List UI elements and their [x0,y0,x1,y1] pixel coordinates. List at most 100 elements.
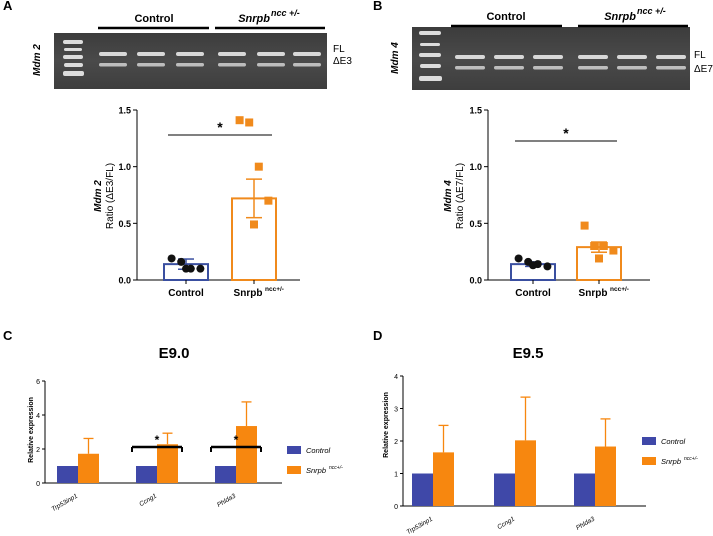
x-tick-label: Control [515,288,551,299]
y-tick-label: 0.5 [469,219,482,229]
legend-label: Control [306,446,331,455]
chart-a: Mdm 2 Ratio (ΔE3/FL) 0.0 0.5 1.0 1.5 Control… [93,106,300,299]
ladder-b [419,31,442,81]
chart-b: Mdm 4 Ratio (ΔE7/FL) 0.0 0.5 1.0 1.5 Control… [443,106,650,299]
data-point [182,264,190,273]
chart-a-ylabel: Ratio (ΔE3/FL) [105,163,116,229]
significance-star: * [563,125,569,141]
bar-control-phlda3 [215,466,236,483]
bar-control-ccng1 [136,466,157,483]
gel-image-a [54,33,327,89]
x-tick-label: Phlda3 [216,492,237,508]
y-tick-label: 3 [394,407,398,414]
legend-label: Snrpb [306,466,326,475]
y-tick-label: 1 [394,472,398,479]
data-point [599,242,608,250]
legend-label-sup: ncc+/- [329,465,343,471]
bar-snrpb-ccng1 [157,444,178,483]
data-point [167,254,176,263]
legend-label: Snrpb [661,457,681,466]
data-point [235,116,244,125]
y-tick-label: 1.5 [469,106,482,116]
x-tick-label: Trp53inp1 [51,492,80,513]
gel-band-short [617,66,647,70]
data-point [254,162,263,171]
x-tick-label: Trp53inp1 [406,515,435,536]
gel-band-fl [137,52,165,56]
gel-band-fl [218,52,246,56]
chart-b-ylabel: Ratio (ΔE7/FL) [455,163,466,229]
data-point [514,254,523,263]
mutant-label-a: Snrpb [238,13,270,25]
legend-swatch [642,457,656,465]
bar-snrpb-phlda3 [236,426,257,483]
y-tick-label: 1.5 [118,106,131,116]
chart-d-title: E9.5 [513,345,544,362]
gel-band-fl [656,55,686,59]
bar-snrpb-trp53inp1 [433,452,454,506]
bar-control-trp53inp1 [57,466,78,483]
data-point [595,254,603,263]
data-point [580,221,589,230]
x-tick-label: Phlda3 [575,515,596,531]
x-tick-label: Snrpb [234,288,263,299]
legend-swatch [287,446,301,454]
gel-band-short [176,63,204,67]
data-point [177,257,186,266]
band-label-fl-a: FL [333,44,345,55]
gel-band-short [455,66,485,70]
y-tick-label: 1.0 [469,162,482,172]
x-tick-label: Snrpb [579,288,608,299]
x-tick-label: Ccng1 [138,492,158,508]
gel-band-short [99,63,127,67]
y-tick-label: 0 [394,504,398,511]
gel-band-short [293,63,321,67]
y-tick-label: 2 [394,439,398,446]
data-point [543,262,552,271]
x-tick-label: Control [168,288,204,299]
significance-star: * [217,119,223,135]
chart-d-ylabel: Relative expression [383,392,390,458]
legend-label-sup: ncc+/- [684,456,698,462]
mutant-label-b: Snrpb [604,11,636,23]
x-tick-label: Ccng1 [496,515,516,531]
gel-band-short [533,66,563,70]
control-label-b: Control [486,11,525,23]
gel-band-fl [293,52,321,56]
data-point [196,264,205,273]
gel-band-short [494,66,524,70]
y-tick-label: 4 [394,374,398,381]
data-point [250,220,258,229]
chart-c-ylabel: Relative expression [28,397,35,463]
chart-c: C E9.0 Relative expression 0 2 4 6 Trp53inp1… [3,328,343,513]
significance-star: * [234,433,239,447]
y-tick-label: 2 [36,447,40,454]
gel-band-fl [176,52,204,56]
data-point [264,196,273,205]
bar-control-trp53inp1 [412,473,433,506]
band-label-de7-b: ΔE7 [694,64,713,75]
data-point [245,118,254,127]
chart-a-ylabel-gene: Mdm 2 [93,180,104,212]
gel-band-short [137,63,165,67]
gel-band-fl [99,52,127,56]
gel-band-fl [494,55,524,59]
gel-band-short [656,66,686,70]
gel-band-short [218,63,246,67]
gel-band-fl [617,55,647,59]
significance-star: * [155,433,160,447]
data-point [609,246,618,255]
y-tick-label: 4 [36,413,40,420]
panel-b-letter: B [373,0,382,13]
legend-swatch [642,437,656,445]
chart-c-title: E9.0 [159,345,190,362]
data-point [590,242,599,250]
y-tick-label: 0.5 [118,219,131,229]
gel-band-fl [455,55,485,59]
chart-b-ylabel-gene: Mdm 4 [443,180,454,212]
y-tick-label: 1.0 [118,162,131,172]
chart-d: D E9.5 Relative expression 0 1 2 3 4 Trp53inp… [373,328,698,536]
gel-bands-b [455,55,686,70]
x-tick-label-sup: ncc+/- [265,286,284,293]
